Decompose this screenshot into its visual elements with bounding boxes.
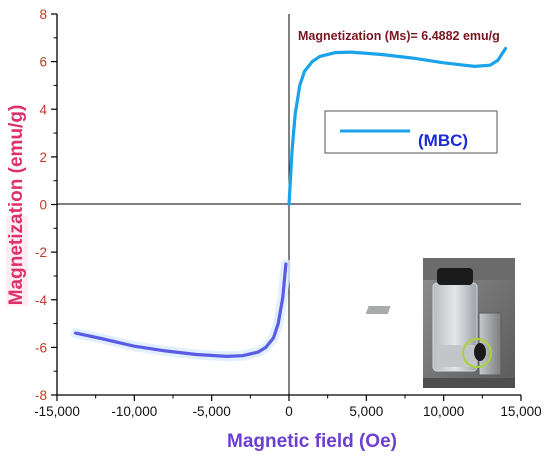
ms-annotation: Magnetization (Ms)= 6.4882 emu/g: [298, 29, 500, 43]
legend: (MBC): [324, 110, 498, 154]
x-tick-label: 0: [285, 404, 293, 419]
x-axis-title: Magnetic field (Oe): [227, 431, 397, 452]
x-ticks: -15,000 -10,000 -5,000 0 5,000 10,000 15,000: [34, 395, 542, 419]
y-tick-label: -4: [35, 293, 47, 308]
y-axis-title-wrap: Magnetization (emu/g): [6, 105, 28, 306]
x-tick-label: 5,000: [349, 404, 383, 419]
y-tick-label: 2: [39, 150, 47, 165]
y-tick-label: -2: [35, 245, 47, 260]
y-tick-label: 6: [39, 55, 47, 70]
x-tick-label: -5,000: [193, 404, 231, 419]
x-tick-label: -10,000: [111, 404, 157, 419]
y-ticks: -8 -6 -4 -2 0 2 4 6 8: [35, 7, 57, 403]
curve-lower-branch: [74, 262, 288, 358]
y-tick-label: 4: [39, 102, 47, 117]
y-tick-label: -8: [35, 388, 47, 403]
legend-label: (MBC): [418, 131, 468, 150]
y-axis-title: Magnetization (emu/g): [6, 105, 27, 306]
inset-photo: [365, 258, 515, 388]
x-tick-label: 15,000: [500, 404, 541, 419]
mbc-curve: [74, 46, 508, 358]
y-tick-label: -6: [35, 340, 47, 355]
curve-upper-branch: [287, 46, 508, 207]
y-tick-label: 8: [39, 7, 47, 22]
x-tick-label: 10,000: [423, 404, 464, 419]
y-tick-label: 0: [39, 198, 47, 213]
x-tick-label: -15,000: [34, 404, 80, 419]
